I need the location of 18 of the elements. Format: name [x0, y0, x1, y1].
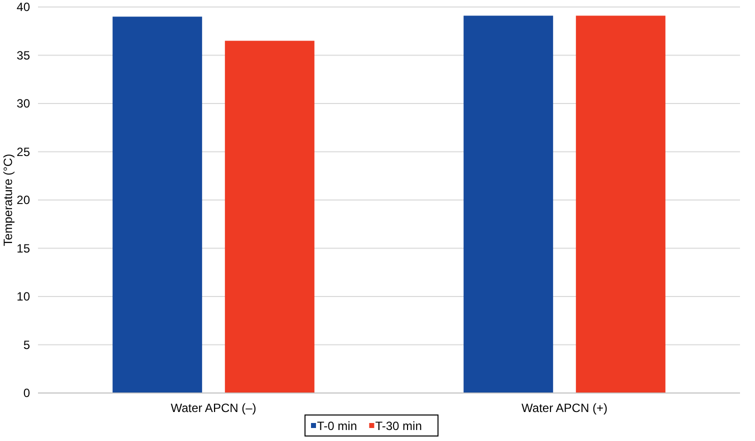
y-tick-label: 35	[16, 48, 30, 62]
y-axis-title: Temperature (°C)	[1, 154, 15, 246]
y-tick-label: 25	[16, 144, 30, 159]
y-tick-label: 15	[16, 241, 30, 256]
bar	[464, 16, 554, 393]
y-tick-label: 40	[16, 0, 30, 14]
y-tick-label: 30	[16, 96, 30, 111]
bar	[576, 16, 666, 393]
y-tick-label: 20	[16, 193, 30, 208]
y-tick-label: 10	[16, 290, 30, 304]
bar	[112, 16, 202, 393]
y-tick-label: 5	[23, 338, 30, 352]
x-tick-label: Water APCN (–)	[170, 401, 256, 415]
x-tick-label: Water APCN (+)	[522, 401, 608, 415]
legend-label: T-30 min	[375, 419, 422, 433]
y-tick-label: 0	[23, 386, 30, 400]
bar	[224, 40, 314, 393]
legend-label: T-0 min	[317, 419, 358, 433]
